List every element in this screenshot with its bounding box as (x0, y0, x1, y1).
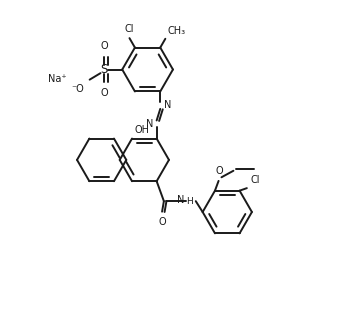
Text: Cl: Cl (124, 24, 134, 34)
Text: N: N (177, 195, 185, 206)
Text: CH₃: CH₃ (167, 26, 185, 36)
Text: Na⁺: Na⁺ (48, 74, 67, 84)
Text: N: N (146, 119, 154, 129)
Text: O: O (215, 166, 223, 176)
Text: O: O (100, 41, 108, 51)
Text: ⁻O: ⁻O (71, 84, 84, 94)
Text: OH: OH (135, 125, 150, 135)
Text: O: O (158, 217, 166, 227)
Text: S: S (100, 63, 108, 76)
Text: Cl: Cl (250, 175, 260, 185)
Text: N: N (163, 100, 171, 110)
Text: H: H (186, 197, 193, 206)
Text: O: O (100, 88, 108, 98)
